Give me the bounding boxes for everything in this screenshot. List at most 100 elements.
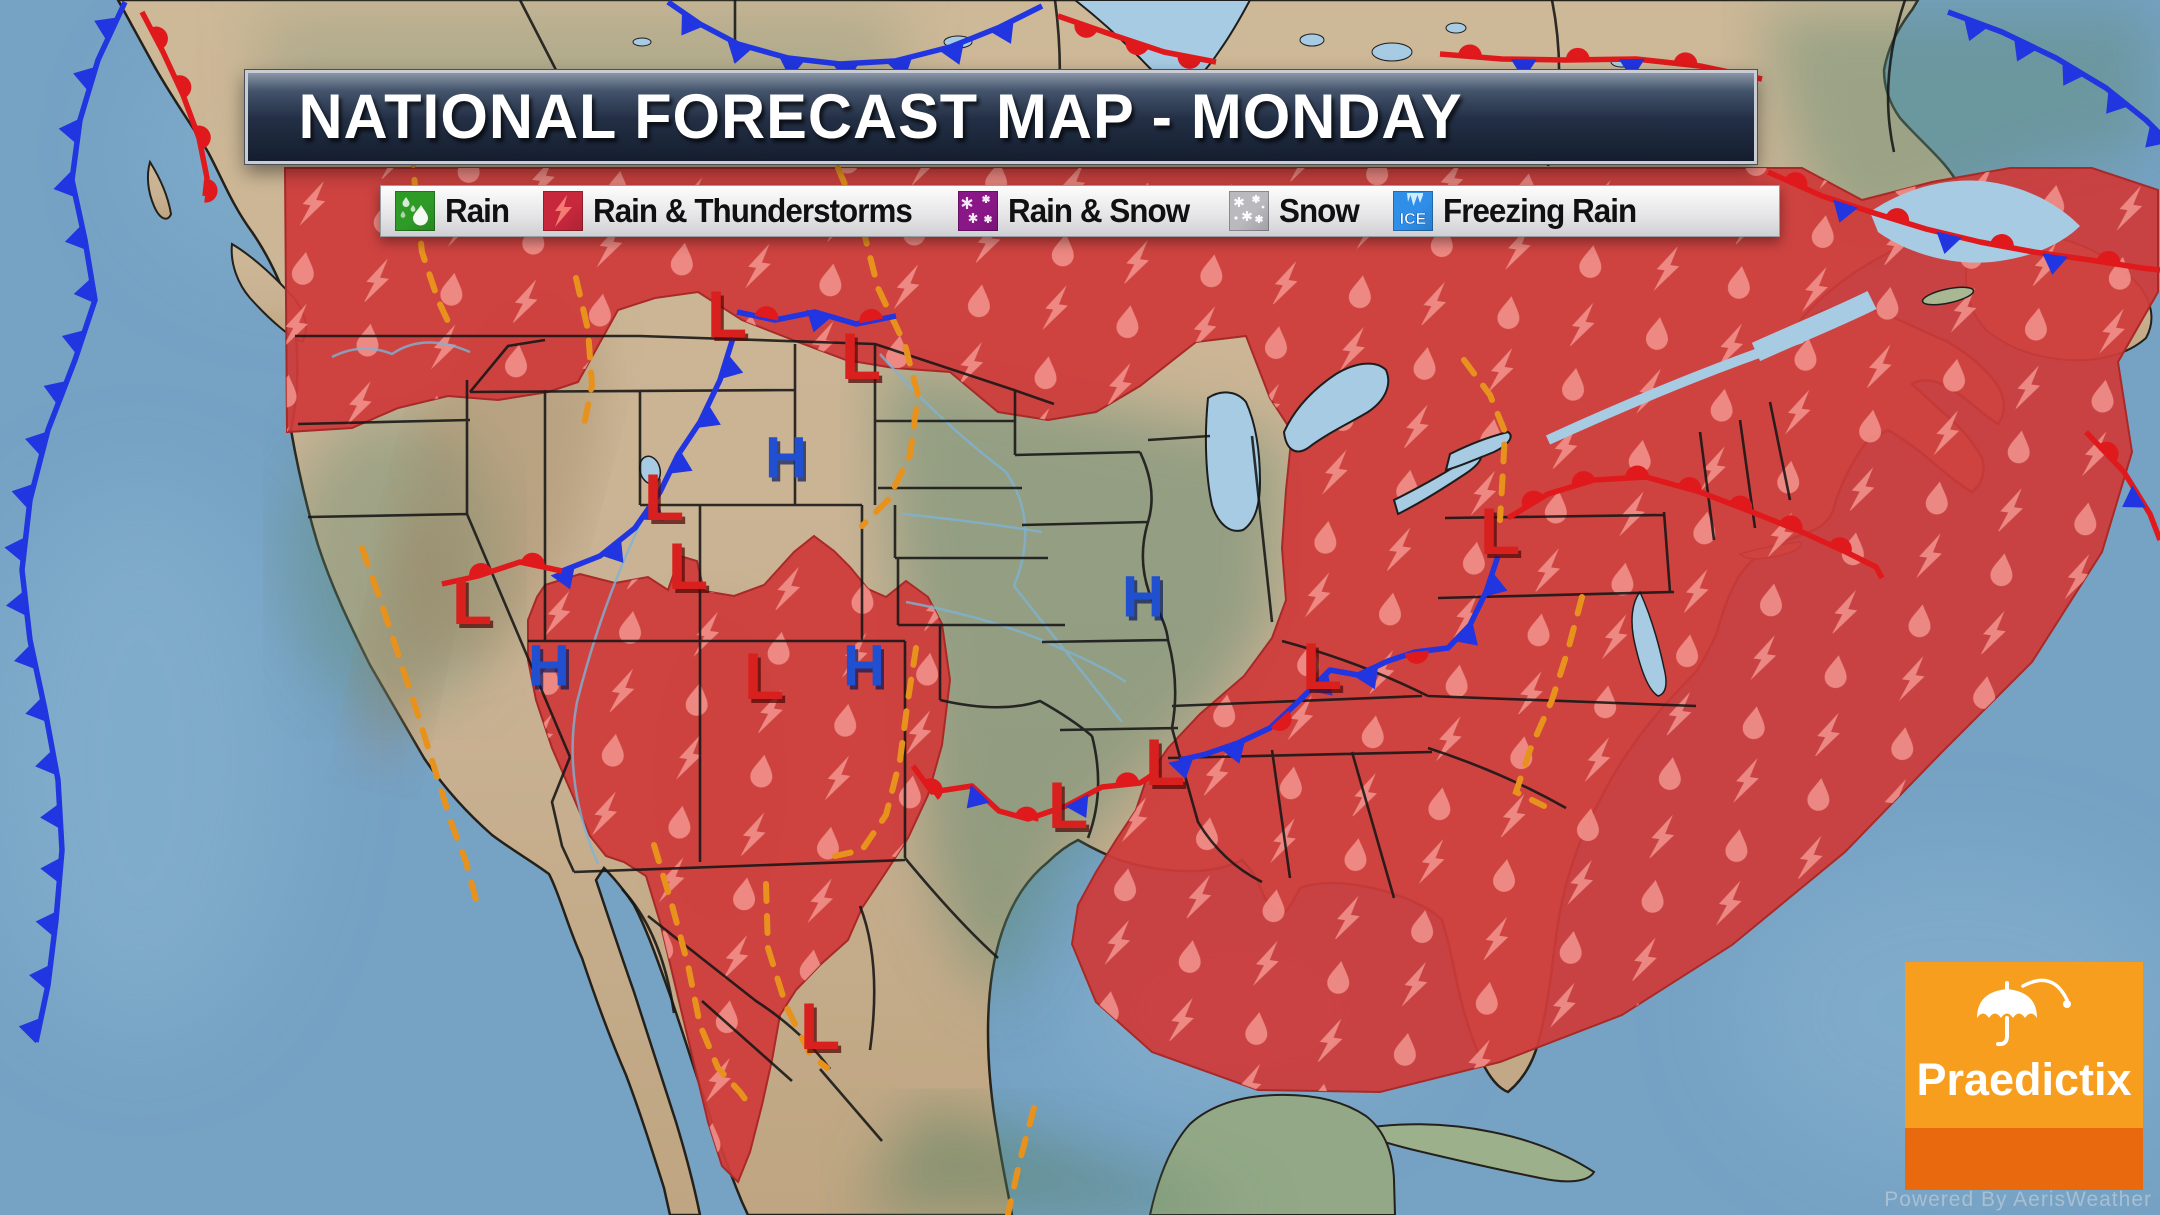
southern-stationary-front — [910, 764, 1162, 822]
legend-item-label: Rain & Thunderstorms — [592, 192, 913, 229]
low-pressure-symbol: LL — [644, 460, 687, 538]
svg-text:L: L — [841, 319, 881, 393]
svg-text:ICE: ICE — [1400, 211, 1427, 228]
lightning-icon — [542, 191, 583, 231]
bc-coast-warm-front — [139, 10, 218, 203]
sonora-trough — [651, 842, 753, 1109]
svg-text:L: L — [744, 639, 784, 713]
anticosti-island — [1921, 286, 1975, 306]
west-warm-front — [441, 552, 563, 587]
svg-text:L: L — [1145, 725, 1185, 799]
svg-text:L: L — [644, 460, 684, 534]
svg-text:L: L — [747, 643, 787, 717]
svg-text:H: H — [1122, 565, 1164, 630]
canada-lake — [632, 37, 652, 47]
montana-stationary-front — [736, 306, 897, 333]
topright-cold-front — [1947, 9, 2160, 148]
lake-ontario — [1444, 430, 1512, 472]
svg-text:L: L — [671, 533, 711, 607]
legend-item-rain-snow: Rain & Snow — [958, 191, 1199, 231]
svg-text:L: L — [1483, 498, 1523, 572]
lake-michigan — [1204, 391, 1262, 532]
praedictix-logo: Praedictix — [1905, 962, 2143, 1190]
umbrella-icon — [1977, 978, 2071, 1047]
legend-item-label: Rain & Snow — [1008, 192, 1190, 229]
svg-text:L: L — [803, 993, 843, 1067]
columbia-river — [331, 341, 471, 359]
high-pressure-symbol: HH — [528, 634, 573, 703]
state-borders — [295, 0, 1907, 1142]
front-lines — [4, 0, 2160, 1044]
svg-text:L: L — [1051, 772, 1091, 846]
yucatan-trough — [1005, 1105, 1037, 1215]
west-cold-front — [550, 337, 744, 590]
legend-item-label: Freezing Rain — [1442, 192, 1637, 229]
stlawrence-stationary-front — [1766, 169, 2160, 275]
svg-text:L: L — [1148, 729, 1188, 803]
legend-item-snow: Snow — [1228, 191, 1363, 231]
pacific-cold-front — [4, 0, 128, 1044]
svg-text:L: L — [710, 281, 750, 355]
cuba-island — [1351, 1123, 1596, 1183]
maritimes-stationary-front — [2084, 430, 2160, 541]
logo-strip — [1905, 1128, 2143, 1190]
platte-river — [901, 512, 1043, 534]
low-pressure-symbol: LL — [668, 529, 711, 607]
rain-snow-icon — [958, 191, 999, 231]
low-pressure-symbol: LL — [841, 319, 884, 397]
east-cold-front — [1168, 555, 1508, 780]
rain-thunder-region-west-texture — [528, 536, 950, 1182]
low-pressure-symbol: LL — [452, 564, 495, 642]
ice-icon: ICE — [1392, 191, 1433, 231]
texas-trough — [832, 645, 919, 859]
page-title: NATIONAL FORECAST MAP - MONDAY — [298, 82, 1463, 152]
low-pressure-symbol: LL — [707, 277, 750, 355]
washington-trough — [409, 145, 455, 333]
title-banner: NATIONAL FORECAST MAP - MONDAY — [245, 70, 1757, 164]
chihuahua-trough — [763, 881, 830, 1071]
high-pressure-symbol: HH — [765, 426, 810, 495]
lake-erie — [1392, 450, 1483, 516]
svg-text:L: L — [452, 564, 492, 638]
svg-text:L: L — [647, 464, 687, 538]
carolinas-trough — [1512, 594, 1585, 809]
legend-item-rain-thunderstorms: Rain & Thunderstorms — [542, 191, 929, 231]
low-pressure-symbol: LL — [1145, 725, 1188, 803]
svg-text:L: L — [707, 277, 747, 351]
snowflake-icon — [1228, 191, 1269, 231]
gulf-of-st-lawrence — [1870, 180, 2080, 263]
newengland-warm-front — [1506, 465, 1885, 580]
legend-item-label: Rain — [445, 192, 510, 229]
svg-text:H: H — [528, 634, 570, 699]
svg-text:H: H — [765, 426, 807, 491]
canada-lake — [1445, 22, 1467, 34]
arizona-trough — [359, 545, 479, 903]
svg-text:L: L — [1048, 768, 1088, 842]
legend-item-freezing-rain: ICE Freezing Rain — [1392, 191, 1646, 231]
haida-gwaii-island — [146, 159, 173, 220]
yucatan-peninsula — [1148, 1093, 1397, 1215]
svg-text:L: L — [844, 323, 884, 397]
legend-bar: Rain Rain & Thunderstorms Rain & Snow Snow I… — [380, 185, 1780, 237]
canada-lake — [1371, 42, 1413, 62]
chesapeake-bay — [1631, 590, 1667, 697]
svg-text:H: H — [846, 638, 888, 703]
arkansas-river — [905, 600, 1127, 684]
st-lawrence-estuary — [1751, 291, 1877, 362]
svg-text:H: H — [1125, 569, 1167, 634]
high-pressure-symbol: HH — [843, 634, 888, 703]
low-pressure-symbol: LL — [800, 989, 843, 1067]
svg-text:L: L — [668, 529, 708, 603]
svg-text:H: H — [843, 634, 885, 699]
svg-text:L: L — [1302, 629, 1342, 703]
high-pressure-symbol: HH — [1122, 565, 1167, 634]
svg-text:L: L — [455, 568, 495, 642]
precipitation-overlay — [283, 167, 2159, 1184]
legend-item-label: Snow — [1278, 192, 1360, 229]
svg-text:L: L — [800, 989, 840, 1063]
low-pressure-symbol: LL — [1048, 768, 1091, 846]
lakes-and-bays — [632, 0, 2080, 697]
